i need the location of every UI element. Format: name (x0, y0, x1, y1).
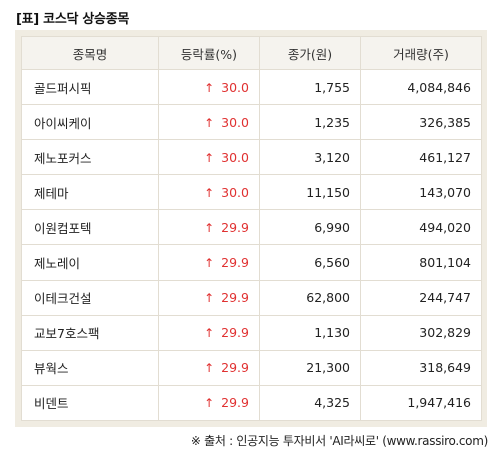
up-arrow-icon: ↑ (204, 326, 215, 341)
stock-table: 종목명 등락률(%) 종가(원) 거래량(주) 골드퍼시픽 ↑ 30.0 1,75… (21, 36, 482, 422)
closing-price: 6,560 (259, 244, 361, 281)
stock-name: 이테크건설 (21, 279, 159, 316)
table-header-row: 종목명 등락률(%) 종가(원) 거래량(주) (21, 36, 482, 70)
change-rate-cell: ↑ 29.9 (158, 244, 260, 281)
up-arrow-icon: ↑ (204, 115, 215, 130)
change-rate: 29.9 (221, 325, 249, 341)
up-arrow-icon: ↑ (204, 220, 215, 235)
change-rate: 29.9 (221, 360, 249, 376)
change-rate-cell: ↑ 30.0 (158, 68, 260, 106)
up-arrow-icon: ↑ (204, 396, 215, 411)
change-rate: 29.9 (221, 290, 249, 306)
change-rate: 29.9 (221, 395, 249, 411)
change-rate: 30.0 (221, 184, 249, 200)
trading-volume: 461,127 (360, 139, 482, 176)
up-arrow-icon: ↑ (204, 150, 215, 165)
stock-name: 제테마 (21, 174, 159, 211)
trading-volume: 4,084,846 (360, 68, 482, 106)
column-header-volume: 거래량(주) (360, 36, 482, 70)
closing-price: 62,800 (259, 279, 361, 316)
table-row: 이원컴포텍 ↑ 29.9 6,990 494,020 (21, 209, 482, 246)
table-row: 비덴트 ↑ 29.9 4,325 1,947,416 (21, 384, 482, 422)
closing-price: 11,150 (259, 174, 361, 211)
change-rate-cell: ↑ 29.9 (158, 314, 260, 351)
trading-volume: 801,104 (360, 244, 482, 281)
change-rate-cell: ↑ 30.0 (158, 104, 260, 141)
table-row: 골드퍼시픽 ↑ 30.0 1,755 4,084,846 (21, 68, 482, 106)
change-rate: 29.9 (221, 219, 249, 235)
table-row: 뷰웍스 ↑ 29.9 21,300 318,649 (21, 349, 482, 386)
change-rate-cell: ↑ 30.0 (158, 139, 260, 176)
table-row: 제노레이 ↑ 29.9 6,560 801,104 (21, 244, 482, 281)
stock-table-container: 종목명 등락률(%) 종가(원) 거래량(주) 골드퍼시픽 ↑ 30.0 1,75… (15, 30, 487, 427)
change-rate-cell: ↑ 30.0 (158, 174, 260, 211)
table-row: 이테크건설 ↑ 29.9 62,800 244,747 (21, 279, 482, 316)
closing-price: 1,235 (259, 104, 361, 141)
source-note: ※ 출처 : 인공지능 투자비서 'AI라씨로' (www.rassiro.co… (190, 434, 488, 448)
trading-volume: 326,385 (360, 104, 482, 141)
change-rate-cell: ↑ 29.9 (158, 384, 260, 422)
stock-name: 비덴트 (21, 384, 159, 422)
trading-volume: 494,020 (360, 209, 482, 246)
table-row: 제노포커스 ↑ 30.0 3,120 461,127 (21, 139, 482, 176)
closing-price: 3,120 (259, 139, 361, 176)
stock-name: 골드퍼시픽 (21, 68, 159, 106)
closing-price: 21,300 (259, 349, 361, 386)
table-row: 아이씨케이 ↑ 30.0 1,235 326,385 (21, 104, 482, 141)
column-header-change: 등락률(%) (158, 36, 260, 70)
stock-name: 이원컴포텍 (21, 209, 159, 246)
up-arrow-icon: ↑ (204, 185, 215, 200)
up-arrow-icon: ↑ (204, 80, 215, 95)
closing-price: 6,990 (259, 209, 361, 246)
change-rate: 29.9 (221, 255, 249, 271)
stock-name: 제노포커스 (21, 139, 159, 176)
trading-volume: 143,070 (360, 174, 482, 211)
trading-volume: 302,829 (360, 314, 482, 351)
stock-name: 교보7호스팩 (21, 314, 159, 351)
up-arrow-icon: ↑ (204, 361, 215, 376)
up-arrow-icon: ↑ (204, 256, 215, 271)
column-header-price: 종가(원) (259, 36, 361, 70)
change-rate-cell: ↑ 29.9 (158, 279, 260, 316)
change-rate-cell: ↑ 29.9 (158, 209, 260, 246)
change-rate: 30.0 (221, 114, 249, 130)
trading-volume: 1,947,416 (360, 384, 482, 422)
stock-name: 아이씨케이 (21, 104, 159, 141)
change-rate-cell: ↑ 29.9 (158, 349, 260, 386)
up-arrow-icon: ↑ (204, 291, 215, 306)
page-title: [표] 코스닥 상승종목 (16, 12, 130, 27)
column-header-name: 종목명 (21, 36, 159, 70)
change-rate: 30.0 (221, 79, 249, 95)
table-row: 제테마 ↑ 30.0 11,150 143,070 (21, 174, 482, 211)
table-row: 교보7호스팩 ↑ 29.9 1,130 302,829 (21, 314, 482, 351)
trading-volume: 318,649 (360, 349, 482, 386)
change-rate: 30.0 (221, 149, 249, 165)
stock-name: 제노레이 (21, 244, 159, 281)
trading-volume: 244,747 (360, 279, 482, 316)
closing-price: 1,755 (259, 68, 361, 106)
closing-price: 1,130 (259, 314, 361, 351)
closing-price: 4,325 (259, 384, 361, 422)
stock-name: 뷰웍스 (21, 349, 159, 386)
